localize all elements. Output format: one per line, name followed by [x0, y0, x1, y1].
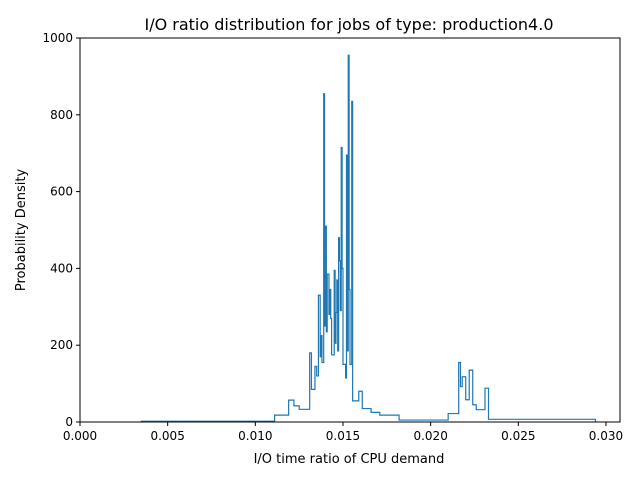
plot-area [79, 37, 621, 423]
x-tick-label: 0.025 [501, 429, 535, 443]
y-tick-label: 1000 [42, 31, 73, 45]
x-tick-label: 0.005 [150, 429, 184, 443]
x-tick-label: 0.000 [63, 429, 97, 443]
axes-frame [79, 37, 621, 423]
io-ratio-density-series-line [140, 54, 597, 422]
y-axis-ticks: 0 200 400 600 800 1000 [42, 31, 80, 429]
y-axis-label: Probability Density [14, 169, 29, 292]
y-tick-label: 0 [65, 415, 73, 429]
x-axis-label: I/O time ratio of CPU demand [254, 452, 445, 467]
y-tick-label: 600 [50, 185, 73, 199]
x-tick-label: 0.020 [413, 429, 447, 443]
x-axis-ticks: 0.000 0.005 0.010 0.015 0.020 0.025 0.030 [63, 422, 623, 443]
y-tick-label: 200 [50, 338, 73, 352]
x-tick-label: 0.015 [326, 429, 360, 443]
y-tick-label: 800 [50, 108, 73, 122]
x-tick-label: 0.030 [589, 429, 623, 443]
y-tick-label: 400 [50, 261, 73, 275]
x-tick-label: 0.010 [238, 429, 272, 443]
chart-title: I/O ratio distribution for jobs of type:… [144, 15, 553, 34]
